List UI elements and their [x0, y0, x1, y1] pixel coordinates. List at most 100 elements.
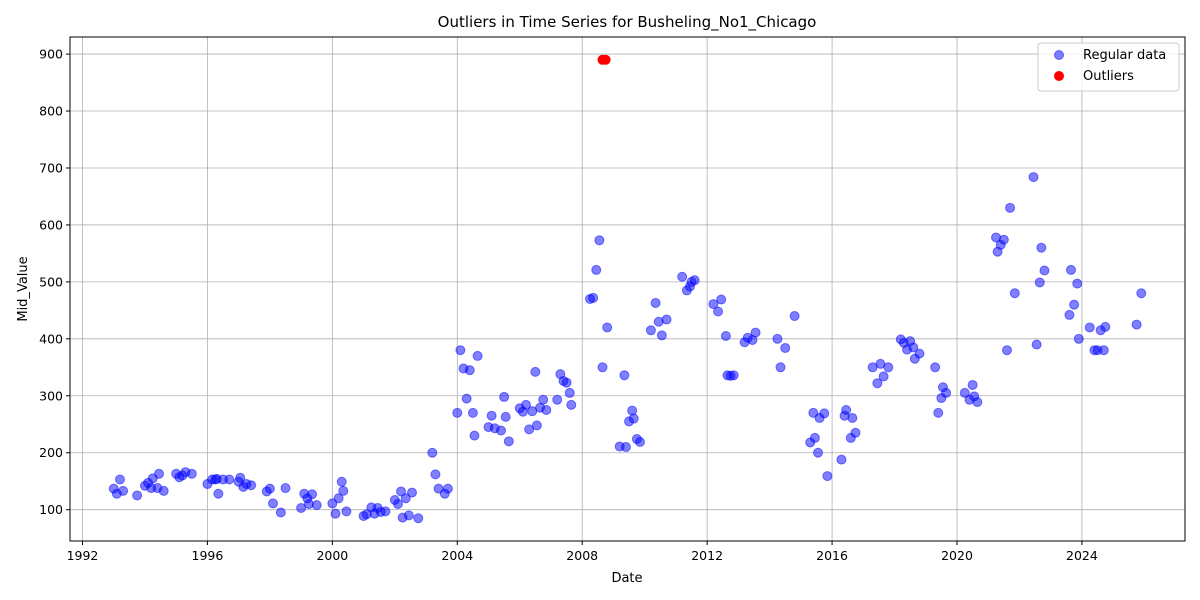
regular-data-point [1039, 265, 1050, 276]
y-tick-label: 900 [39, 47, 63, 62]
regular-data-point [1036, 242, 1047, 253]
regular-data-point [427, 447, 438, 458]
regular-data-point [406, 487, 417, 498]
regular-data-point [588, 292, 599, 303]
regular-data-point [780, 342, 791, 353]
y-tick-label: 200 [39, 445, 63, 460]
regular-data-point [908, 342, 919, 353]
regular-data-point [333, 493, 344, 504]
plot-frame [69, 36, 1186, 542]
regular-data-point [708, 299, 719, 310]
regular-data-point [689, 275, 700, 286]
regular-data-point [400, 493, 411, 504]
x-tick-label: 2012 [691, 548, 723, 563]
legend-outlier-marker [1054, 71, 1064, 81]
regular-data-point [461, 393, 472, 404]
x-tick-label: 2016 [816, 548, 848, 563]
regular-data-point [656, 330, 667, 341]
regular-data-point [224, 474, 235, 485]
regular-data-point [1066, 264, 1077, 275]
regular-data-point [564, 387, 575, 398]
data-points [108, 54, 1147, 524]
regular-data-point [872, 378, 883, 389]
chart-title: Outliers in Time Series for Busheling_No… [438, 13, 817, 32]
regular-data-point [597, 362, 608, 373]
regular-data-point [677, 271, 688, 282]
regular-data-point [933, 407, 944, 418]
legend: Regular data Outliers [1037, 42, 1180, 92]
y-axis-ticks: 100 200 300 400 500 600 700 800 900 [39, 47, 70, 517]
regular-data-point [1073, 333, 1084, 344]
regular-data-point [959, 387, 970, 398]
regular-data-point [118, 485, 129, 496]
x-tick-label: 2004 [441, 548, 473, 563]
regular-data-point [213, 488, 224, 499]
regular-data-point [566, 399, 577, 410]
regular-data-point [403, 510, 414, 521]
regular-data-point [972, 397, 983, 408]
y-tick-label: 100 [39, 502, 63, 517]
regular-data-point [280, 483, 291, 494]
regular-data-point [307, 489, 318, 500]
regular-data-point [967, 379, 978, 390]
regular-data-point [1034, 277, 1045, 288]
regular-data-point [941, 387, 952, 398]
regular-data-point [341, 506, 352, 517]
regular-data-point [878, 371, 889, 382]
y-tick-label: 400 [39, 331, 63, 346]
regular-data-point [720, 330, 731, 341]
regular-data-point [392, 498, 403, 509]
regular-data-point [264, 483, 275, 494]
x-tick-label: 1996 [192, 548, 224, 563]
x-tick-label: 1992 [67, 548, 99, 563]
regular-data-point [158, 485, 169, 496]
regular-data-point [338, 485, 349, 496]
regular-data-point [620, 442, 631, 453]
regular-data-point [772, 333, 783, 344]
regular-data-point [628, 413, 639, 424]
regular-data-point [524, 424, 535, 435]
regular-data-point [1100, 321, 1111, 332]
regular-data-point [268, 498, 279, 509]
regular-data-point [728, 370, 739, 381]
regular-data-point [496, 425, 507, 436]
regular-data-point [541, 405, 552, 416]
regular-data-point [850, 427, 861, 438]
regular-data-point [430, 469, 441, 480]
regular-data-point [469, 430, 480, 441]
regular-data-point [841, 405, 852, 416]
regular-data-point [775, 362, 786, 373]
regular-data-point [809, 432, 820, 443]
regular-data-point [836, 454, 847, 465]
regular-data-point [275, 507, 286, 518]
x-tick-label: 2008 [566, 548, 598, 563]
regular-data-point [442, 483, 453, 494]
regular-data-point [847, 412, 858, 423]
regular-data-point [1069, 299, 1080, 310]
y-tick-label: 800 [39, 104, 63, 119]
regular-data-point [930, 362, 941, 373]
y-axis-label: Mid_Value [16, 256, 31, 321]
regular-data-point [531, 420, 542, 431]
regular-data-point [311, 500, 322, 511]
regular-data-point [716, 294, 727, 305]
regular-data-point [499, 391, 510, 402]
regular-data-point [661, 314, 672, 325]
regular-data-point [650, 297, 661, 308]
outlier-point [600, 54, 611, 65]
regular-data-point [413, 513, 424, 524]
regular-data-point [530, 366, 541, 377]
regular-data-point [296, 502, 307, 513]
regular-data-point [561, 377, 572, 388]
regular-data-point [380, 506, 391, 517]
x-axis-label: Date [611, 571, 642, 586]
regular-data-point [464, 365, 475, 376]
legend-outlier-label: Outliers [1083, 69, 1134, 84]
regular-data-point [998, 234, 1009, 245]
y-tick-label: 500 [39, 274, 63, 289]
y-tick-label: 600 [39, 217, 63, 232]
regular-data-point [1001, 345, 1012, 356]
y-tick-label: 300 [39, 388, 63, 403]
regular-data-point [246, 480, 257, 491]
